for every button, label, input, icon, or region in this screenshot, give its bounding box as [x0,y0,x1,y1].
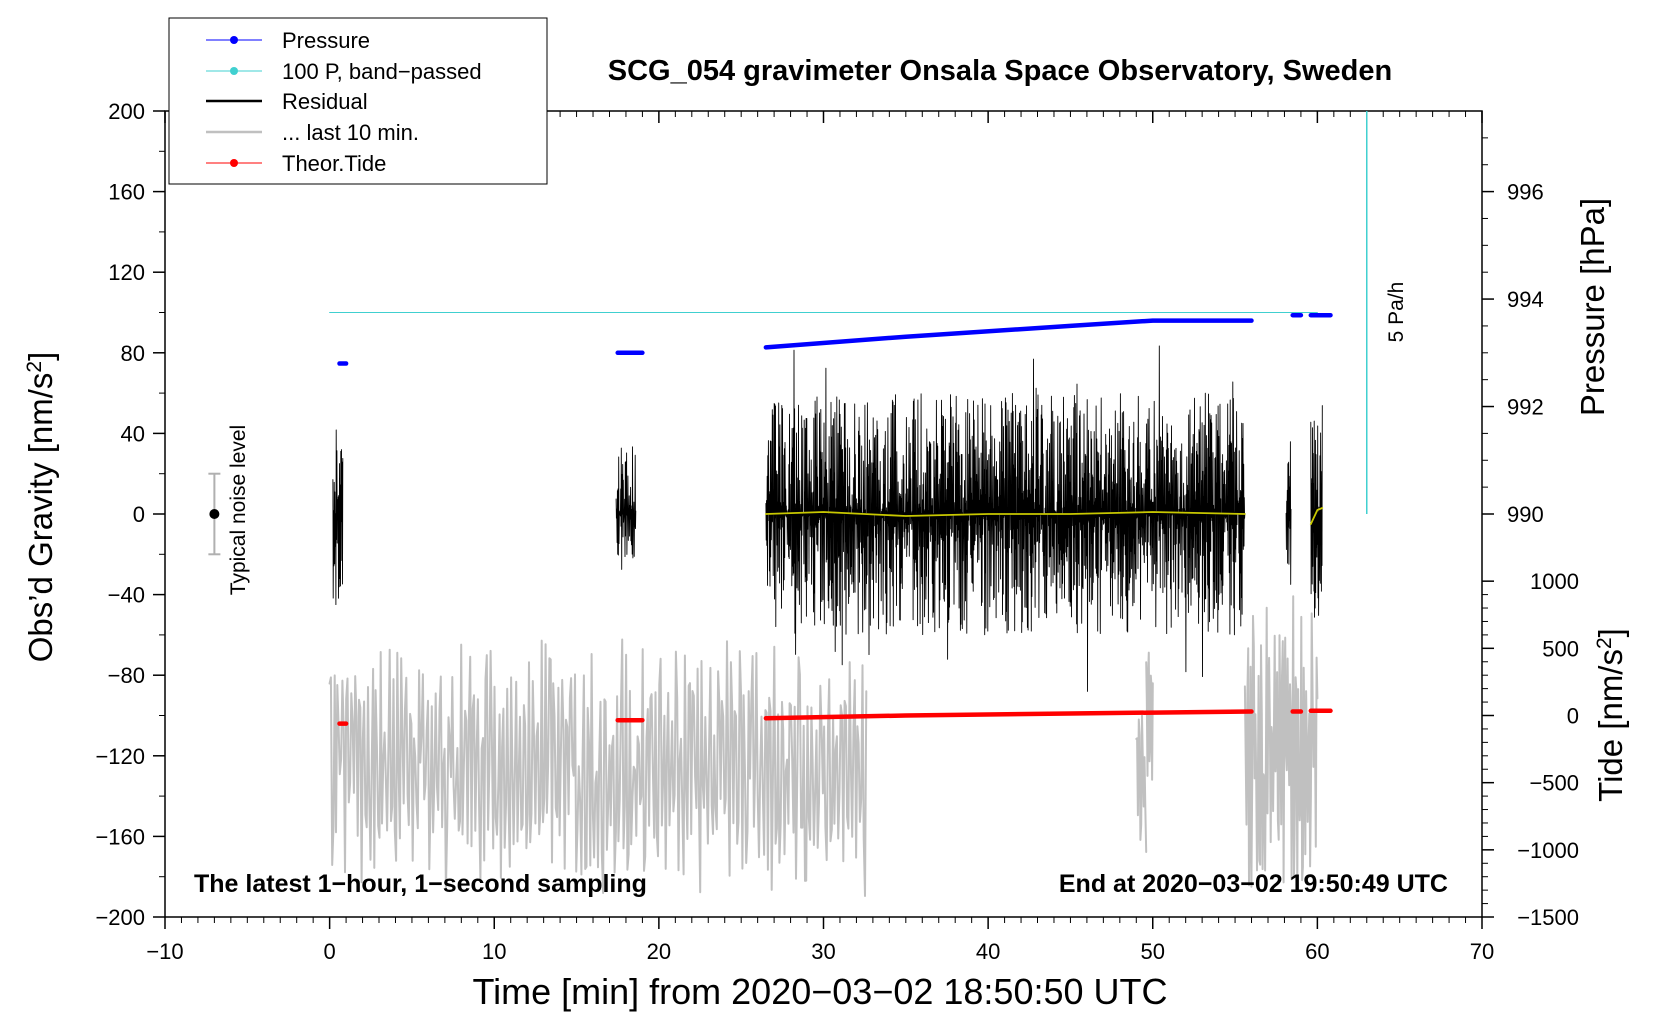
legend-marker-tide [230,159,238,167]
series-tide-line [763,709,1254,721]
annotation-latest-hour: The latest 1−hour, 1−second sampling [194,870,647,898]
x-tick-label: 20 [647,939,671,964]
legend-marker-pressure [230,36,238,44]
y-axis-label: Obs’d Gravity [nm/s2] [22,352,59,663]
y-tick-label: −40 [108,583,145,608]
chart-title: SCG_054 gravimeter Onsala Space Observat… [608,55,1392,87]
series-pressure-line [763,318,1254,350]
y-tick-label: −160 [95,824,145,849]
y-axis-label-main: Obs’d Gravity [nm/s [22,373,59,663]
series-residual-line [765,345,1246,692]
series-smoothed-line [1309,507,1324,525]
series-smoothed-line [765,511,1246,517]
x-tick-label: −10 [146,939,183,964]
tide-axis-label: Tide [nm/s2] [1592,628,1629,802]
legend-entry-bandpassed: 100 P, band−passed [206,59,482,84]
pressure-tick-label: 992 [1507,395,1544,420]
x-tick-label: 70 [1470,939,1494,964]
series-smoothed [765,507,1324,525]
legend-label-bandpassed: 100 P, band−passed [282,59,482,84]
series-last10-line [328,638,868,897]
legend-entry-last10: ... last 10 min. [206,120,419,145]
tide-tick-label: 500 [1542,636,1579,661]
series-pressure [337,312,1333,366]
axes-group: −10 0 10 20 30 40 50 60 70 200 160 120 80 40 0 −40 −80 −1… [95,99,1579,964]
series-last10-line [1243,595,1319,888]
x-axis-label: Time [min] from 2020−03−02 18:50:50 UTC [472,971,1167,1012]
y-tick-label: −120 [95,744,145,769]
tide-tick-label: 0 [1567,704,1579,729]
series-residual-line [615,446,637,570]
y-tick-label: −80 [108,663,145,688]
x-tick-label: 10 [482,939,506,964]
y-tick-label: 160 [108,180,145,205]
legend-entry-residual: Residual [206,89,368,114]
legend-entry-pressure: Pressure [206,28,370,53]
legend-label-tide: Theor.Tide [282,151,386,176]
legend-entry-tide: Theor.Tide [206,151,386,176]
x-tick-label: 30 [811,939,835,964]
x-tick-label: 50 [1141,939,1165,964]
y-tick-label: 0 [133,502,145,527]
series-residual [332,345,1323,692]
annotation-noise-level: Typical noise level [227,425,250,595]
data-series-group [328,312,1333,897]
tide-axis-label-sup: 2 [1593,637,1616,649]
tide-axis-label-end: ] [1592,628,1629,637]
y-tick-label: 200 [108,99,145,124]
y-axis-label-end: ] [22,352,59,361]
x-tick-label: 0 [324,939,336,964]
x-tick-label: 60 [1305,939,1329,964]
y-tick-label: −200 [95,905,145,930]
tide-axis-label-main: Tide [nm/s [1592,649,1629,802]
tide-tick-label: 1000 [1530,569,1579,594]
x-tick-label: 40 [976,939,1000,964]
noise-bar-center [209,509,220,519]
legend-label-pressure: Pressure [282,28,370,53]
series-last10 [328,595,1319,897]
y-tick-label: 120 [108,260,145,285]
pressure-tick-label: 990 [1507,502,1544,527]
pressure-tick-label: 994 [1507,287,1544,312]
series-last10-line [1135,714,1148,853]
pressure-tick-label: 996 [1507,180,1544,205]
series-tide [337,708,1333,726]
annotation-rate: 5 Pa/h [1385,282,1408,343]
legend-label-residual: Residual [282,89,368,114]
legend-label-last10: ... last 10 min. [282,120,419,145]
tide-tick-label: −1000 [1517,838,1579,863]
annotation-end-time: End at 2020−03−02 19:50:49 UTC [1059,870,1448,898]
y-tick-label: 40 [121,421,145,446]
series-last10-line [1145,651,1154,781]
y-tick-label: 80 [121,341,145,366]
tide-tick-label: −1500 [1517,905,1579,930]
series-residual-line [1285,441,1292,585]
series-residual-line [332,429,344,606]
y-axis-label-sup: 2 [23,361,46,373]
legend-marker-bandpassed [230,67,238,75]
tide-tick-label: −500 [1529,771,1579,796]
legend: Pressure 100 P, band−passed Residual ...… [168,17,548,185]
pressure-axis-label: Pressure [hPa] [1574,198,1611,416]
